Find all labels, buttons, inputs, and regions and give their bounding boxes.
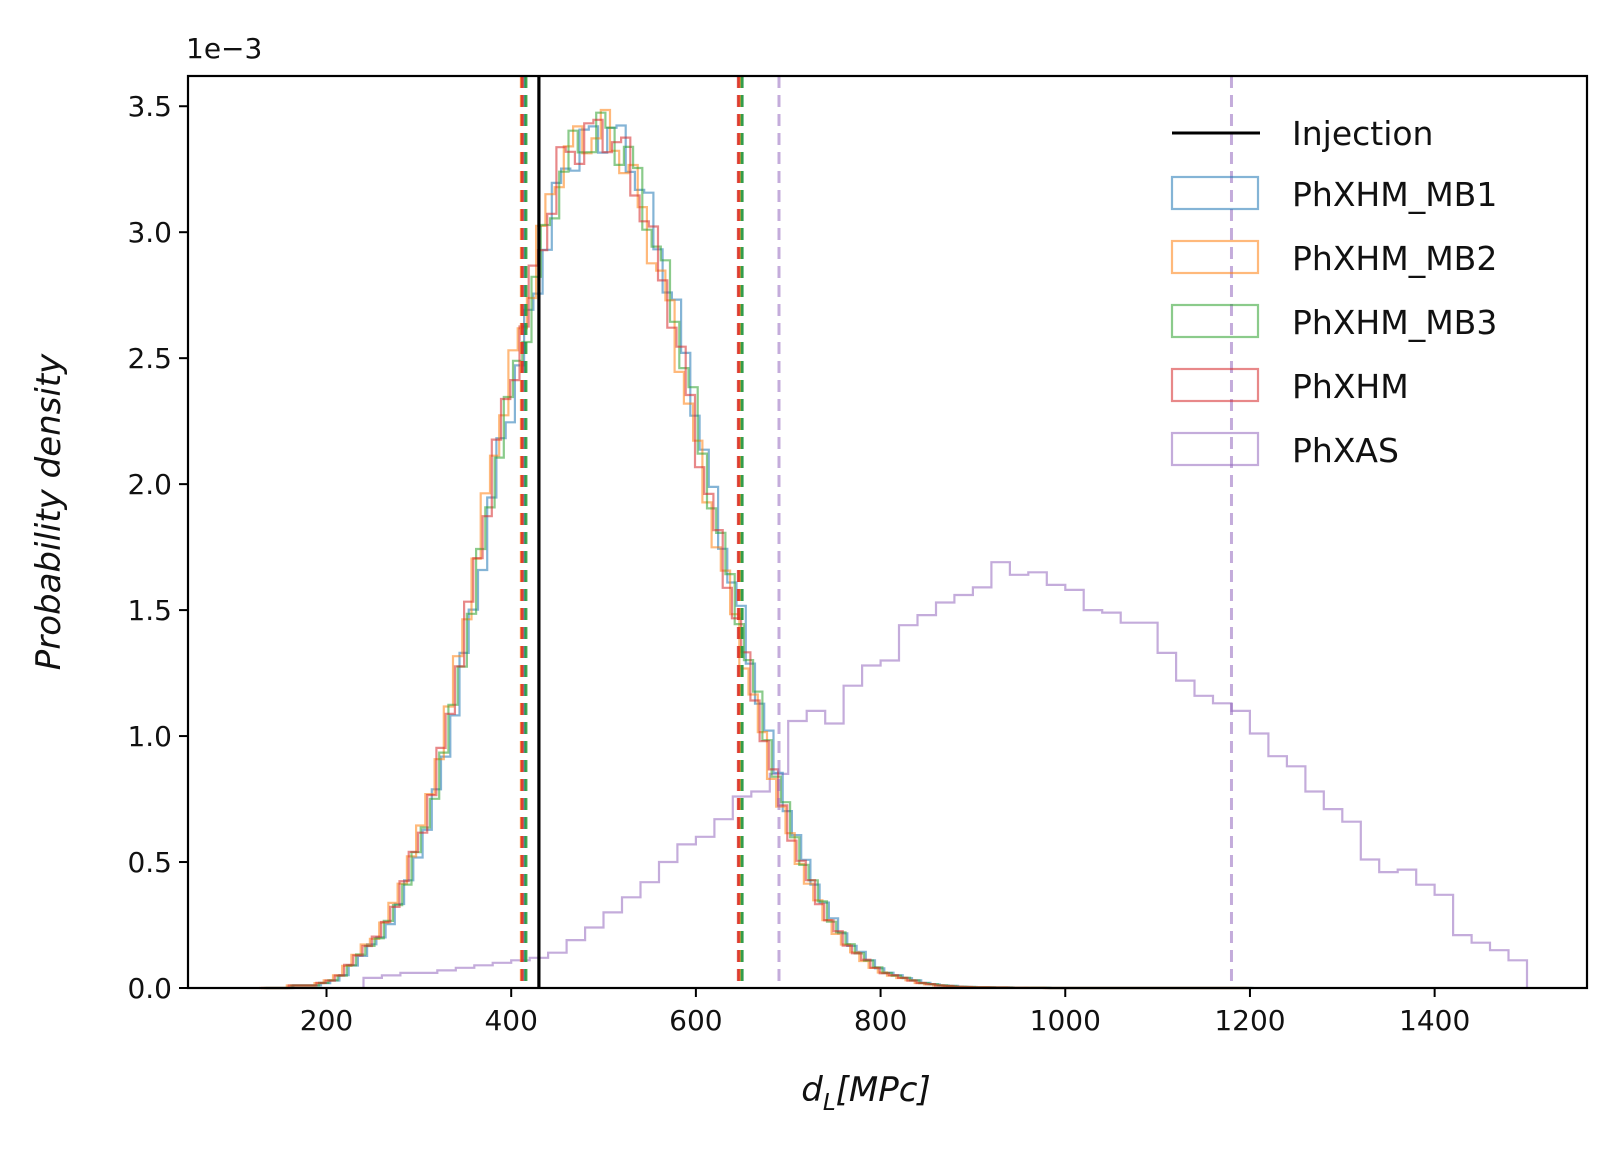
- y-axis-label: Probability density: [29, 353, 69, 670]
- legend-item-phxhm-mb1: PhXHM_MB1: [1170, 175, 1497, 214]
- y-tick-label: 1.5: [127, 594, 172, 627]
- legend-item-phxhm-mb3: PhXHM_MB3: [1170, 303, 1497, 342]
- histogram-phxhm: [261, 118, 1249, 990]
- legend-swatch-phxhm-mb3: [1170, 303, 1260, 339]
- x-tick-label: 800: [854, 1004, 907, 1037]
- y-tick-label: 2.0: [127, 468, 172, 501]
- legend: Injection PhXHM_MB1PhXHM_MB2PhXHM_MB3PhX…: [1170, 114, 1497, 470]
- legend-label-phxhm: PhXHM: [1292, 367, 1409, 406]
- x-tick-label: 1400: [1399, 1004, 1470, 1037]
- legend-item-phxhm: PhXHM: [1170, 367, 1409, 406]
- legend-item-injection: Injection: [1172, 114, 1433, 153]
- legend-label-phxas: PhXAS: [1292, 431, 1399, 470]
- histogram-phxas: [362, 561, 1529, 988]
- y-tick-label: 3.5: [127, 90, 172, 123]
- plot-frame: [186, 74, 1589, 990]
- x-tick-label: 1000: [1030, 1004, 1101, 1037]
- legend-series: PhXHM_MB1 PhXHM_MB2 PhXHM_MB3 PhXHM PhXAS: [1170, 175, 1497, 470]
- legend-item-phxas: PhXAS: [1170, 431, 1399, 470]
- quantile-lines-layer: [519, 76, 1233, 988]
- x-axis-ticks: 200 400 600 800 1000 1200 1400: [300, 988, 1470, 1037]
- y-axis-ticks: 0.0 0.5 1.0 1.5 2.0 2.5 3.0 3.5: [127, 90, 188, 1005]
- y-tick-label: 0.0: [127, 972, 172, 1005]
- histogram-layer: [259, 108, 1529, 990]
- y-tick-label: 3.0: [127, 216, 172, 249]
- legend-label-phxhm-mb1: PhXHM_MB1: [1292, 175, 1497, 214]
- y-tick-label: 0.5: [127, 846, 172, 879]
- y-tick-label: 2.5: [127, 342, 172, 375]
- x-tick-label: 200: [300, 1004, 353, 1037]
- legend-swatch-phxhm-mb2: [1170, 239, 1260, 275]
- legend-swatch-phxas: [1170, 431, 1260, 467]
- x-tick-label: 1200: [1214, 1004, 1285, 1037]
- y-offset-label: 1e−3: [186, 32, 262, 65]
- legend-swatch-phxhm: [1170, 367, 1260, 403]
- legend-item-phxhm-mb2: PhXHM_MB2: [1170, 239, 1497, 278]
- x-tick-label: 600: [669, 1004, 722, 1037]
- legend-label-phxhm-mb3: PhXHM_MB3: [1292, 303, 1497, 342]
- y-tick-label: 1.0: [127, 720, 172, 753]
- x-axis-label: dL[MPc]: [801, 1070, 930, 1116]
- legend-swatch-phxhm-mb1: [1170, 175, 1260, 211]
- x-tick-label: 400: [484, 1004, 537, 1037]
- legend-label-injection: Injection: [1292, 114, 1433, 153]
- legend-label-phxhm-mb2: PhXHM_MB2: [1292, 239, 1497, 278]
